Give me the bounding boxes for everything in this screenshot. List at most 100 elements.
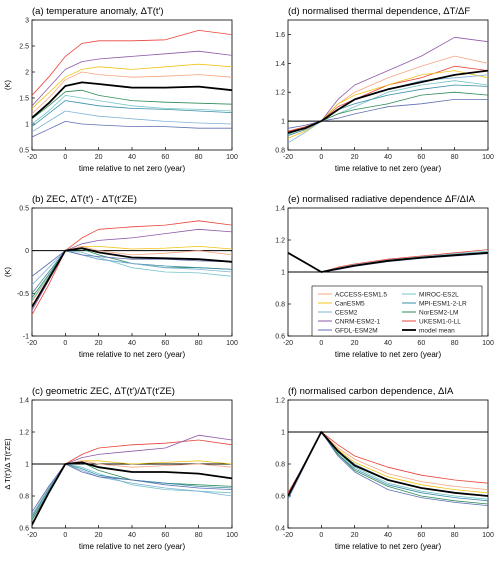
y-tick-label: 1.4 bbox=[19, 398, 29, 405]
series-line-gfdl-esm2m bbox=[288, 99, 488, 129]
y-tick-label: 2.5 bbox=[19, 44, 29, 51]
y-tick-label: 1 bbox=[281, 430, 285, 437]
y-tick-label: 0.5 bbox=[19, 148, 29, 155]
series-line-gfdl-esm2m bbox=[288, 431, 488, 506]
y-tick-label: 0.8 bbox=[275, 462, 285, 469]
x-axis-label: time relative to net zero (year) bbox=[335, 350, 442, 359]
x-tick-label: 40 bbox=[128, 532, 136, 539]
legend-label: MPI-ESM1-2-LR bbox=[419, 300, 467, 307]
y-tick-label: 0.8 bbox=[275, 302, 285, 309]
legend-label: CNRM-ESM2-1 bbox=[335, 318, 381, 325]
panel-title: (e) normalised radiative dependence ΔF/Δ… bbox=[288, 194, 476, 205]
y-tick-label: 1.2 bbox=[275, 398, 285, 405]
x-tick-label: -20 bbox=[283, 154, 293, 161]
y-tick-label: 1 bbox=[25, 122, 29, 129]
panel-c: (c) geometric ZEC, ΔT(t′)/ΔT(t′ZE) -20 0 20… bbox=[3, 386, 238, 551]
series-line-mpi-esm1-2-lr bbox=[288, 431, 488, 502]
series-line-model-mean bbox=[32, 81, 232, 119]
y-tick-label: 1.2 bbox=[19, 430, 29, 437]
series-line-miroc-es2l bbox=[32, 95, 232, 125]
x-tick-label: -20 bbox=[27, 532, 37, 539]
y-tick-label: 1.4 bbox=[275, 206, 285, 213]
x-tick-label: 0 bbox=[319, 154, 323, 161]
y-tick-label: 1 bbox=[281, 270, 285, 277]
x-tick-label: 0 bbox=[63, 154, 67, 161]
series-line-canesm5 bbox=[32, 63, 232, 109]
x-axis-label: time relative to net zero (year) bbox=[335, 164, 442, 173]
y-axis-label: Δ T(t′)/Δ T(t′ZE) bbox=[3, 438, 12, 490]
x-tick-label: 20 bbox=[351, 340, 359, 347]
y-tick-label: 0.8 bbox=[275, 148, 285, 155]
x-tick-label: 0 bbox=[63, 340, 67, 347]
y-axis-label: (K) bbox=[3, 80, 12, 91]
y-tick-label: 2 bbox=[25, 70, 29, 77]
y-tick-label: 3 bbox=[25, 18, 29, 25]
y-tick-label: 0.8 bbox=[19, 494, 29, 501]
y-tick-label: 0.4 bbox=[275, 526, 285, 533]
x-tick-label: 80 bbox=[451, 340, 459, 347]
x-tick-label: 80 bbox=[195, 340, 203, 347]
series-line-gfdl-esm2m bbox=[32, 463, 232, 513]
y-tick-label: 1.2 bbox=[275, 238, 285, 245]
x-tick-label: 60 bbox=[161, 154, 169, 161]
legend-label: NorESM2-LM bbox=[419, 309, 458, 316]
panel-e: (e) normalised radiative dependence ΔF/Δ… bbox=[275, 194, 494, 359]
y-tick-label: 0.6 bbox=[19, 526, 29, 533]
panel-title: (c) geometric ZEC, ΔT(t′)/ΔT(t′ZE) bbox=[32, 386, 175, 397]
series-line-model-mean bbox=[32, 461, 232, 526]
x-tick-label: 0 bbox=[319, 340, 323, 347]
y-tick-label: 0 bbox=[25, 248, 29, 255]
x-tick-label: 60 bbox=[417, 154, 425, 161]
y-tick-label: 1 bbox=[25, 462, 29, 469]
panel-f: (f) normalised carbon dependence, ΔIA -20… bbox=[275, 386, 494, 551]
y-tick-label: 0.6 bbox=[275, 494, 285, 501]
legend-box bbox=[311, 285, 483, 337]
y-tick-label: 1.5 bbox=[19, 96, 29, 103]
x-tick-label: 20 bbox=[95, 532, 103, 539]
series-line-cesm2 bbox=[32, 110, 232, 133]
x-tick-label: 0 bbox=[63, 532, 67, 539]
x-tick-label: -20 bbox=[27, 154, 37, 161]
x-tick-label: 60 bbox=[161, 340, 169, 347]
series-line-gfdl-esm2m bbox=[32, 250, 232, 277]
x-tick-label: 60 bbox=[417, 532, 425, 539]
series-line-access-esm1-5 bbox=[32, 71, 232, 114]
x-tick-label: 60 bbox=[417, 340, 425, 347]
series-line-mpi-esm1-2-lr bbox=[32, 100, 232, 127]
series-line-noresm2-lm bbox=[32, 248, 232, 298]
series-line-ukesm1-0-ll bbox=[288, 431, 488, 494]
panel-title: (a) temperature anomaly, ΔT(t′) bbox=[32, 6, 164, 17]
legend-label: MIROC-ES2L bbox=[419, 291, 459, 298]
x-tick-label: -20 bbox=[283, 532, 293, 539]
series-line-mpi-esm1-2-lr bbox=[288, 84, 488, 136]
x-tick-label: 40 bbox=[128, 154, 136, 161]
series-line-model-mean bbox=[288, 431, 488, 497]
y-tick-label: -0.5 bbox=[17, 291, 29, 298]
series-line-model-mean bbox=[288, 251, 488, 273]
x-tick-label: 60 bbox=[161, 532, 169, 539]
x-tick-label: 80 bbox=[195, 532, 203, 539]
x-tick-label: 80 bbox=[195, 154, 203, 161]
x-axis-label: time relative to net zero (year) bbox=[79, 542, 186, 551]
x-tick-label: 20 bbox=[95, 340, 103, 347]
legend-label: model mean bbox=[419, 327, 455, 334]
y-tick-label: -1 bbox=[23, 334, 29, 341]
y-axis-label: (K) bbox=[3, 267, 12, 278]
x-tick-label: 80 bbox=[451, 532, 459, 539]
legend-label: CanESM5 bbox=[335, 300, 365, 307]
series-line-ukesm1-0-ll bbox=[32, 30, 232, 96]
series-line-noresm2-lm bbox=[32, 89, 232, 120]
y-tick-label: 1 bbox=[281, 119, 285, 126]
plot-frame bbox=[287, 399, 489, 529]
series-line-mpi-esm1-2-lr bbox=[32, 463, 232, 518]
panel-title: (b) ZEC, ΔT(t′) - ΔT(t′ZE) bbox=[32, 194, 137, 205]
x-tick-label: -20 bbox=[283, 340, 293, 347]
y-tick-label: 1.4 bbox=[275, 61, 285, 68]
x-tick-label: 100 bbox=[226, 340, 238, 347]
x-axis-label: time relative to net zero (year) bbox=[79, 164, 186, 173]
y-tick-label: 1.2 bbox=[275, 90, 285, 97]
series-line-canesm5 bbox=[288, 70, 488, 139]
x-tick-label: 20 bbox=[95, 154, 103, 161]
x-tick-label: 0 bbox=[319, 532, 323, 539]
